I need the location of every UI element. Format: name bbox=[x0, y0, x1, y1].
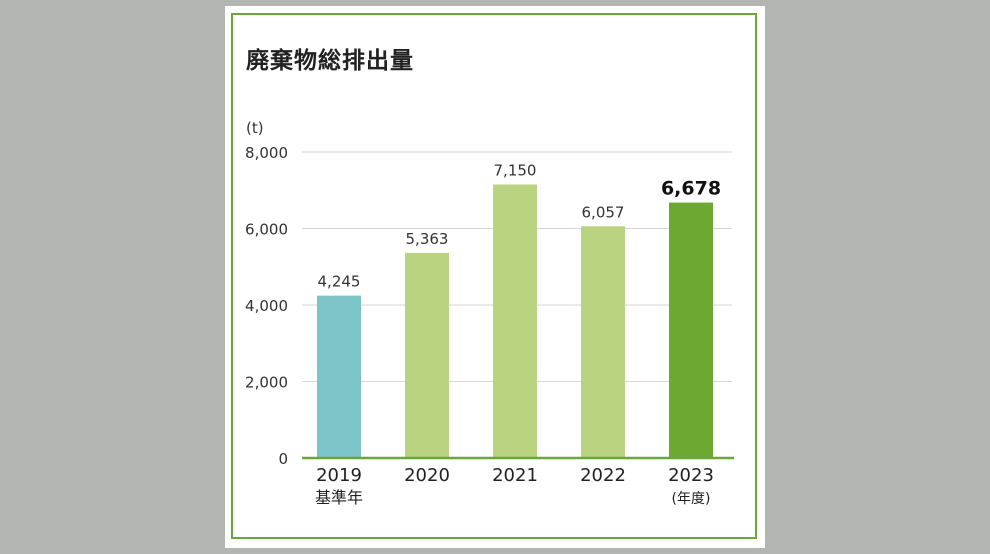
x-tick-label: 2022 bbox=[580, 465, 626, 486]
bar-2020 bbox=[405, 252, 449, 458]
y-tick-label: 4,000 bbox=[245, 297, 288, 315]
bar-2022 bbox=[581, 226, 625, 458]
y-tick-label: 0 bbox=[278, 450, 288, 468]
x-tick-label: 2021 bbox=[492, 465, 538, 486]
data-label-2020: 5,363 bbox=[406, 230, 449, 248]
x-tick-sublabel: 基準年 bbox=[315, 488, 363, 507]
bar-2019 bbox=[317, 295, 361, 458]
y-axis-unit-label: (t) bbox=[246, 119, 264, 137]
data-label-2023: 6,678 bbox=[661, 178, 721, 200]
x-tick-label: 2023 bbox=[668, 465, 714, 486]
bar-2021 bbox=[493, 184, 537, 458]
data-label-2022: 6,057 bbox=[582, 203, 625, 221]
x-tick-sublabel: (年度) bbox=[672, 491, 711, 507]
y-tick-label: 8,000 bbox=[245, 144, 288, 162]
chart-title: 廃棄物総排出量 bbox=[246, 48, 414, 74]
bar-2023 bbox=[669, 202, 713, 458]
y-tick-label: 2,000 bbox=[245, 374, 288, 392]
x-tick-label: 2020 bbox=[404, 465, 450, 486]
data-label-2021: 7,150 bbox=[494, 162, 537, 180]
data-label-2019: 4,245 bbox=[318, 273, 361, 291]
y-tick-label: 6,000 bbox=[245, 221, 288, 239]
chart-frame bbox=[231, 13, 757, 539]
x-tick-label: 2019 bbox=[316, 465, 362, 486]
